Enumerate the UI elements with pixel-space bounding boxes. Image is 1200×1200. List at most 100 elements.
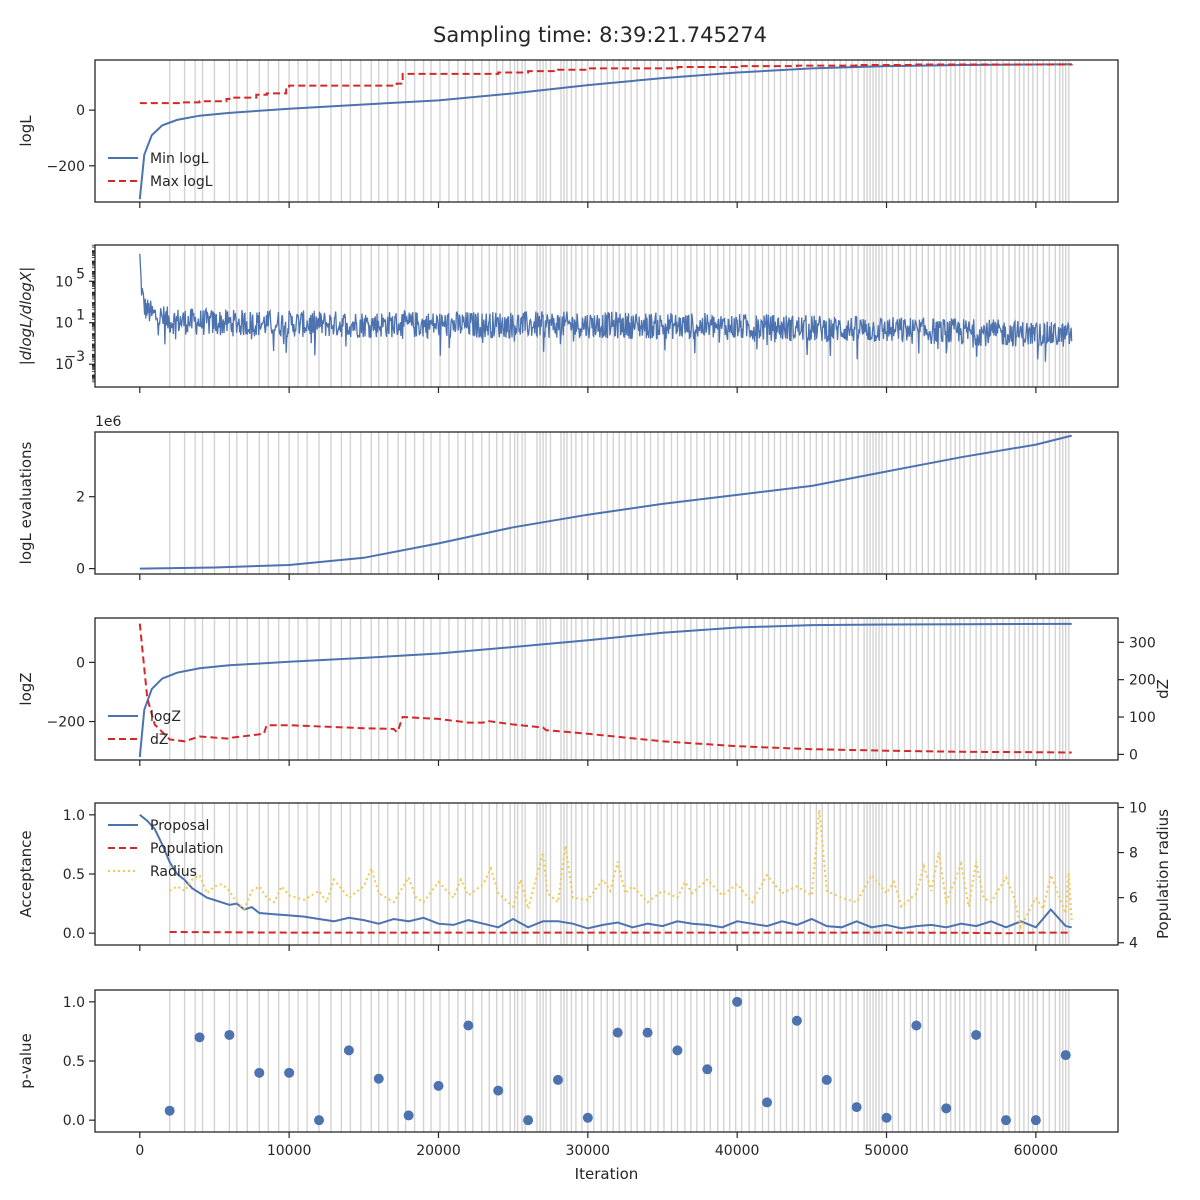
panel-5: 1.0 0.5 0.0 Acceptance 10 8 6 4 Population radiu… <box>17 801 1172 952</box>
plot-area <box>138 618 1072 760</box>
y-tick-label: 10 <box>55 316 73 332</box>
scatter-point <box>971 1029 982 1040</box>
series-line-dz <box>138 623 1072 754</box>
panel-6: 0 10000 20000 30000 40000 50000 60000 Iteration… <box>17 989 1119 1183</box>
panel-2: 10 510 110−3|dlogL/dlogX| <box>17 244 1119 393</box>
y-tick-label: 0.0 <box>63 1113 85 1129</box>
scatter-point <box>762 1097 773 1108</box>
legend-label: Population <box>150 841 224 857</box>
scatter-point <box>702 1064 713 1075</box>
panel-4: 0 −200 logZ 300 200 100 0 dZ logZ dZ <box>17 617 1172 766</box>
axes-frame <box>94 617 1119 761</box>
y-tick-label: 1.0 <box>63 995 85 1011</box>
scatter-point <box>941 1103 952 1114</box>
y-right-tick-label: 100 <box>1129 710 1156 726</box>
plot-area <box>164 990 1071 1132</box>
plot-area <box>139 245 1073 387</box>
x-tick-label: 40000 <box>715 1143 760 1159</box>
y-tick-exponent: −3 <box>64 349 85 365</box>
scatter-point <box>1030 1115 1041 1126</box>
scatter-point <box>164 1105 175 1116</box>
y-tick-label: 0.5 <box>63 867 85 883</box>
y-tick-label: 0.5 <box>63 1054 85 1070</box>
series-line-radius <box>169 809 1073 930</box>
y-axis-label: logL evaluations <box>17 441 35 564</box>
scatter-point <box>194 1032 205 1043</box>
scatter-point <box>433 1080 444 1091</box>
scatter-point <box>254 1067 265 1078</box>
y-axis-label: |dlogL/dlogX| <box>17 267 35 366</box>
axes-frame <box>94 244 1119 388</box>
scatter-point <box>373 1073 384 1084</box>
y-right-tick-label: 8 <box>1129 846 1138 862</box>
y-tick-label: 0 <box>76 655 85 671</box>
y-tick-exponent: 5 <box>76 266 85 282</box>
figure-title: Sampling time: 8:39:21.745274 <box>433 23 767 47</box>
axes-frame <box>94 431 1119 575</box>
scatter-point <box>284 1067 295 1078</box>
y-right-tick-label: 10 <box>1129 801 1147 817</box>
y-axis-label: logL <box>17 115 35 147</box>
x-tick-label: 50000 <box>864 1143 909 1159</box>
y-tick-label: 10 <box>55 274 73 290</box>
scatter-point <box>552 1074 563 1085</box>
y-right-axis-label: Population radius <box>1154 809 1172 939</box>
x-tick-label: 10000 <box>267 1143 312 1159</box>
series-line-min-logl <box>138 63 1072 200</box>
scatter-point <box>403 1110 414 1121</box>
y-right-tick-label: 4 <box>1129 936 1138 952</box>
panel-1: 0 −200 logL Min logL Max logL <box>17 59 1119 208</box>
scatter-point <box>911 1020 922 1031</box>
legend-label: Proposal <box>150 818 209 834</box>
scatter-point <box>791 1015 802 1026</box>
y-tick-label: 2 <box>76 490 85 506</box>
axes-frame <box>94 59 1119 203</box>
x-tick-label: 20000 <box>416 1143 461 1159</box>
scatter-point <box>463 1020 474 1031</box>
x-tick-label: 60000 <box>1014 1143 1059 1159</box>
y-tick-exponent: 1 <box>76 308 85 324</box>
scatter-point <box>881 1112 892 1123</box>
plot-area <box>139 432 1072 574</box>
y-offset-label: 1e6 <box>95 414 122 430</box>
x-tick-label: 30000 <box>566 1143 611 1159</box>
scatter-point <box>582 1112 593 1123</box>
y-axis-label: p-value <box>17 1033 35 1089</box>
y-tick-label: 0.0 <box>63 926 85 942</box>
legend-label: dZ <box>150 732 168 748</box>
x-tick-label: 0 <box>135 1143 144 1159</box>
y-axis-label: logZ <box>17 672 35 705</box>
y-right-tick-label: 6 <box>1129 891 1138 907</box>
y-right-axis-label: dZ <box>1154 679 1172 699</box>
x-axis-label: Iteration <box>575 1165 639 1183</box>
scatter-point <box>732 996 743 1007</box>
y-tick-label: 0 <box>76 562 85 578</box>
legend-label: Min logL <box>150 151 209 167</box>
scatter-point <box>672 1045 683 1056</box>
scatter-point <box>343 1045 354 1056</box>
series-line-proposal <box>139 814 1072 930</box>
y-axis-label: Acceptance <box>17 830 35 917</box>
plot-area <box>138 60 1073 202</box>
scatter-point <box>1000 1115 1011 1126</box>
y-tick-label: 0 <box>76 103 85 119</box>
series-line-max-logl <box>139 63 1073 105</box>
series-line-1 <box>139 434 1072 570</box>
y-right-tick-label: 300 <box>1129 635 1156 651</box>
scatter-point <box>821 1074 832 1085</box>
series-line-population <box>169 931 1072 935</box>
y-tick-label: 10 <box>55 357 73 373</box>
y-right-tick-label: 0 <box>1129 747 1138 763</box>
y-tick-label: −200 <box>47 715 85 731</box>
scatter-point <box>224 1029 235 1040</box>
scatter-point <box>523 1115 534 1126</box>
y-tick-label: 1.0 <box>63 808 85 824</box>
scatter-point <box>851 1102 862 1113</box>
plot-area <box>139 803 1073 945</box>
legend-label: logZ <box>150 709 181 725</box>
legend-label: Radius <box>150 864 197 880</box>
y-tick-label: −200 <box>47 159 85 175</box>
scatter-point <box>314 1115 325 1126</box>
